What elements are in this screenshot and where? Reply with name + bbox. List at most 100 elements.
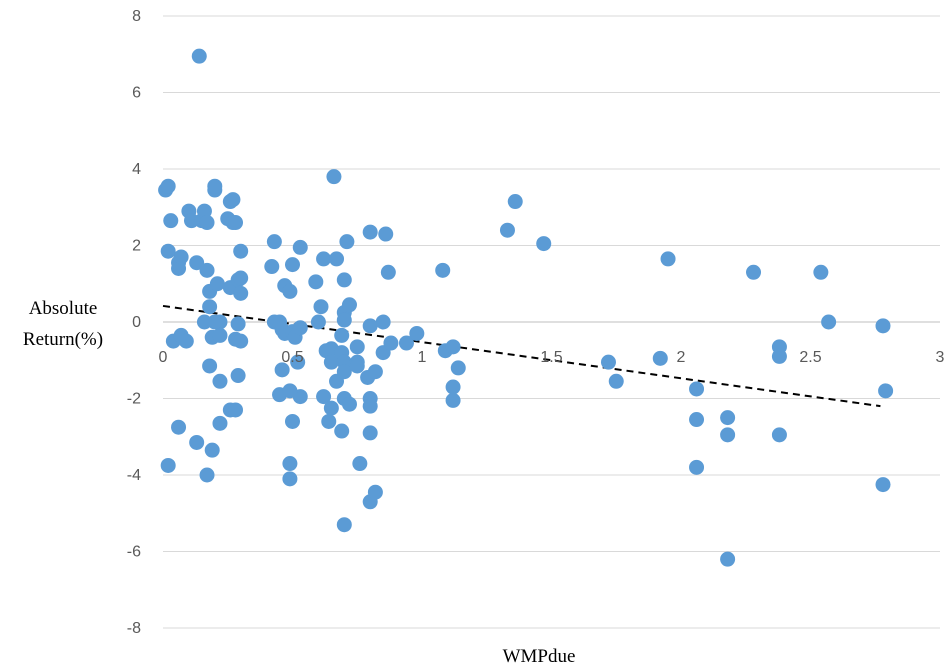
data-point [290,354,306,370]
data-point [160,243,176,259]
y-axis-title-line-2: Return(%) [23,329,103,350]
data-point [212,415,228,431]
data-point [334,327,350,343]
data-point [310,314,326,330]
data-point [285,257,300,273]
data-point [282,471,298,487]
data-point [660,251,676,267]
data-point [202,299,218,315]
x-tick-label: 0 [159,349,168,366]
data-point [445,339,461,355]
data-point [600,354,616,370]
data-point [264,259,280,275]
data-point [336,312,352,328]
data-point [316,389,332,405]
data-point [336,364,352,380]
data-point [813,264,829,280]
y-tick-label: 8 [132,8,141,25]
data-point [199,262,215,278]
data-point [323,354,339,370]
data-point [230,316,246,332]
data-point [352,456,368,472]
data-point [282,383,298,399]
data-point [329,251,345,267]
data-point [362,425,378,441]
y-axis-title-line-1: Absolute [29,298,98,319]
data-points [158,48,894,567]
data-point [196,314,212,330]
data-point [375,314,391,330]
data-point [199,467,215,483]
data-point [771,427,787,443]
data-point [163,213,179,229]
data-point [445,379,461,395]
data-point [225,192,241,208]
x-tick-label: 3 [936,349,945,366]
data-point [499,222,515,238]
data-point [507,194,523,210]
data-point [207,314,223,330]
y-tick-label: 2 [132,238,141,255]
data-point [746,264,762,280]
data-point [689,459,705,475]
data-point [282,456,298,472]
data-point [313,299,329,315]
data-point [323,400,339,416]
data-point [362,398,378,414]
data-point [212,373,228,389]
data-point [178,333,194,349]
x-tick-label: 1 [418,349,427,366]
data-point [274,362,290,378]
data-point [292,320,308,336]
data-point [160,457,176,473]
data-point [875,477,891,493]
data-point [435,262,451,278]
data-point [536,236,552,252]
x-tick-label: 1.5 [540,349,562,366]
data-point [228,402,244,418]
data-point [183,213,199,229]
data-point [349,339,365,355]
data-point [383,335,399,351]
data-point [326,169,342,185]
data-point [378,226,394,242]
data-point [189,255,205,271]
data-point [771,348,787,364]
data-point [367,364,383,380]
data-point [189,434,205,450]
x-tick-label: 2 [677,349,686,366]
data-point [212,327,228,343]
data-point [334,423,350,439]
y-tick-label: 0 [132,314,141,331]
data-point [204,442,220,458]
data-point [398,335,414,351]
data-point [380,264,396,280]
data-point [341,297,357,313]
x-tick-label: 2.5 [799,349,821,366]
data-point [336,272,352,288]
data-point [171,419,187,435]
data-point [308,274,324,290]
data-point [720,410,736,426]
data-point [339,234,355,250]
data-point [445,392,461,408]
y-tick-labels: -8 -6 -4 -2 0 2 4 6 8 [127,8,141,637]
data-point [292,239,308,255]
data-point [207,178,223,194]
x-axis-title: WMPdue [503,646,576,667]
data-point [233,285,249,301]
data-point [409,325,425,341]
data-point [191,48,207,64]
data-point [173,249,189,265]
y-tick-label: -8 [127,620,141,637]
data-point [341,396,357,412]
data-point [202,358,218,374]
data-point [336,517,352,533]
data-point [689,381,705,397]
data-point [160,178,176,194]
data-point [608,373,624,389]
data-point [316,251,332,267]
data-point [652,350,668,366]
data-point [233,333,249,349]
